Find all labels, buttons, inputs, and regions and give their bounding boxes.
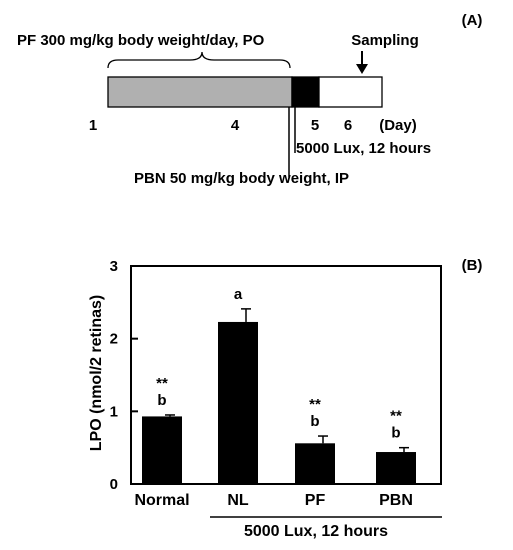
y-tick-label: 0 [110,476,118,493]
x-tick-label: Normal [134,492,189,509]
significance-stars: ** [156,375,168,392]
y-tick-label: 3 [110,258,118,275]
x-tick-labels: Normal NL PF PBN [134,492,412,509]
bar-pf [295,443,335,484]
pf-period-brace [107,51,291,69]
day-label: 4 [231,117,240,134]
day-label: 1 [89,117,97,134]
panel-a: (A) PF 300 mg/kg body weight/day, PO Sam… [17,12,482,187]
sampling-arrow-head [356,64,368,74]
y-tick-label: 1 [110,403,118,420]
y-axis-label: LPO (nmol/2 retinas) [88,295,105,451]
y-ticks: 0 1 2 3 [110,258,138,493]
day-label: 6 [344,117,352,134]
day-unit-label: (Day) [379,117,417,134]
significance-letter: b [391,425,400,442]
x-tick-label: PF [305,492,326,509]
pf-treatment-label: PF 300 mg/kg body weight/day, PO [17,32,265,49]
sampling-period-bar [318,76,383,108]
significance-stars: ** [309,396,321,413]
significance-stars: ** [390,408,402,425]
significance-letter: b [310,413,319,430]
pf-period-bar [107,76,293,108]
bars: b**ab**b** [142,286,416,484]
light-exposure-label: 5000 Lux, 12 hours [296,140,431,157]
significance-letter: b [157,392,166,409]
x-tick-label: PBN [379,492,413,509]
bar-normal [142,416,182,484]
x-tick-label: NL [227,492,249,509]
panel-a-label: (A) [462,12,483,29]
bar-pbn [376,452,416,484]
bar-nl [218,321,258,484]
pbn-treatment-label: PBN 50 mg/kg body weight, IP [134,170,349,187]
day-label: 5 [311,117,319,134]
y-tick-label: 2 [110,331,118,348]
light-exposure-bar [291,76,320,108]
sampling-label: Sampling [351,32,419,49]
panel-b-label: (B) [462,257,483,274]
group-bracket-label: 5000 Lux, 12 hours [244,523,388,540]
significance-letter: a [234,286,243,303]
